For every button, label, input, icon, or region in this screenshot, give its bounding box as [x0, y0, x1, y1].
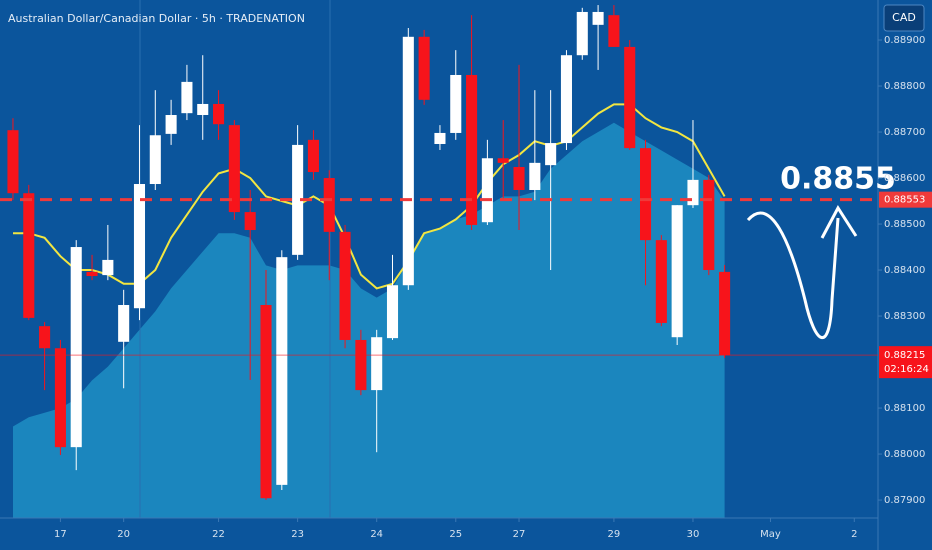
- x-tick-label: 20: [117, 529, 130, 540]
- candle-body: [260, 305, 272, 499]
- y-tick-label: 0.88900: [884, 35, 925, 46]
- candle-body: [687, 179, 699, 206]
- candle-body: [608, 15, 620, 47]
- countdown-label: 02:16:24: [884, 364, 929, 375]
- candle-body: [671, 205, 683, 338]
- candle-body: [244, 212, 256, 231]
- candle-body: [23, 193, 35, 318]
- last-price-box: [879, 346, 932, 379]
- candle-body: [213, 103, 225, 125]
- x-tick-label: 25: [449, 529, 462, 540]
- candle-body: [355, 339, 367, 391]
- candle-body: [655, 240, 667, 323]
- last-price-label: 0.88215: [884, 350, 925, 361]
- area: [13, 122, 725, 519]
- candle-body: [181, 81, 193, 114]
- candle-body: [149, 135, 161, 185]
- candle-body: [497, 158, 509, 163]
- candle-body: [545, 143, 557, 166]
- candle-body: [386, 285, 399, 339]
- candle-body: [323, 178, 335, 232]
- candle-body: [434, 132, 446, 144]
- price-line-label: 0.88553: [884, 195, 925, 206]
- arrow-head: [820, 205, 858, 239]
- drawn-arrow: [746, 211, 840, 340]
- y-tick-label: 0.88700: [884, 127, 925, 138]
- candle-body: [7, 130, 19, 194]
- candle-body: [165, 115, 177, 134]
- candle-body: [481, 158, 493, 223]
- candle-body: [339, 231, 351, 340]
- x-tick-label: 23: [291, 529, 304, 540]
- candle-body: [371, 337, 383, 391]
- x-tick-label: 29: [608, 529, 621, 540]
- candle-body: [719, 271, 731, 356]
- y-tick-label: 0.87900: [884, 495, 925, 506]
- annotation: 0.8855: [780, 162, 896, 197]
- candle-body: [54, 348, 66, 448]
- candle-body: [133, 184, 146, 309]
- candle-body: [292, 144, 304, 255]
- candle-body: [703, 179, 715, 271]
- candle-body: [70, 247, 82, 448]
- moving-average: [13, 103, 726, 290]
- candle-body: [639, 148, 652, 241]
- x-tick-label: 24: [370, 529, 383, 540]
- y-tick-label: 0.88300: [884, 311, 925, 322]
- candle-body: [418, 36, 430, 100]
- y-tick-label: 0.88500: [884, 219, 925, 230]
- candle-body: [529, 162, 541, 190]
- candle-body: [276, 257, 288, 485]
- x-tick-label: May: [760, 529, 781, 540]
- candle-body: [86, 271, 98, 277]
- y-tick-label: 0.88600: [884, 173, 925, 184]
- price-line-box: [879, 191, 932, 208]
- candle-body: [307, 139, 319, 173]
- candle-body: [402, 36, 414, 286]
- candle-body: [39, 326, 51, 349]
- candle-body: [466, 74, 478, 225]
- candle-body: [228, 125, 240, 213]
- x-tick-label: 22: [212, 529, 225, 540]
- x-tick-label: 17: [54, 529, 67, 540]
- candle-body: [450, 74, 462, 133]
- y-tick-label: 0.88000: [884, 449, 925, 460]
- currency-button[interactable]: [883, 4, 925, 32]
- candle-body: [118, 305, 130, 342]
- chart-title: Australian Dollar/Canadian Dollar · 5h ·…: [8, 12, 305, 25]
- x-tick-label: 2: [851, 529, 857, 540]
- candle-body: [102, 259, 114, 276]
- candle-body: [560, 55, 572, 144]
- candle-body: [576, 11, 588, 56]
- y-tick-label: 0.88100: [884, 403, 925, 414]
- y-tick-label: 0.88800: [884, 81, 925, 92]
- candle-body: [197, 103, 209, 116]
- currency-label[interactable]: CAD: [892, 11, 916, 24]
- candle-body: [592, 11, 604, 25]
- x-tick-label: 30: [687, 529, 700, 540]
- candle-body: [624, 46, 636, 149]
- x-tick-label: 27: [513, 529, 526, 540]
- y-tick-label: 0.88400: [884, 265, 925, 276]
- candle-body: [513, 166, 525, 190]
